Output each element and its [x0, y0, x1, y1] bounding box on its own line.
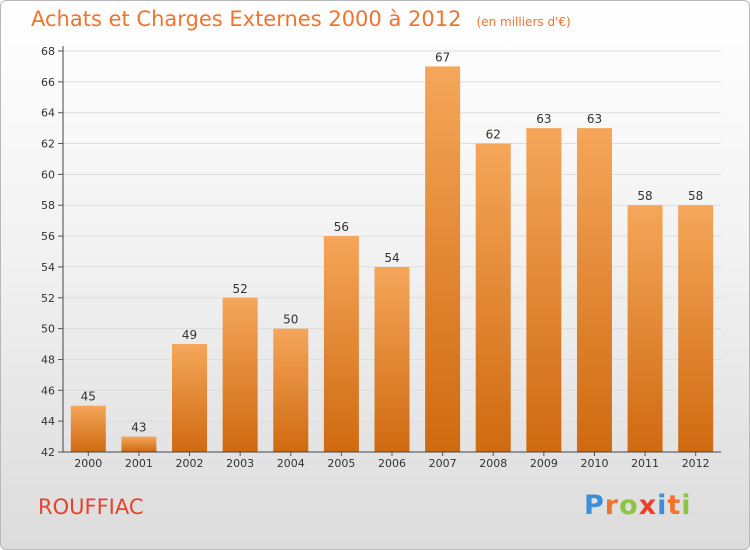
- logo-letter: t: [667, 490, 682, 521]
- bar: [172, 344, 208, 452]
- x-tick-label: 2003: [226, 457, 254, 470]
- bar: [70, 405, 106, 452]
- y-tick-label: 52: [41, 292, 55, 305]
- x-tick-label: 2005: [327, 457, 355, 470]
- x-tick-label: 2000: [74, 457, 102, 470]
- chart-title: Achats et Charges Externes 2000 à 2012: [31, 7, 462, 31]
- x-tick-label: 2002: [176, 457, 204, 470]
- proxiti-logo: Proxiti: [584, 490, 692, 521]
- y-tick-label: 56: [41, 230, 55, 243]
- data-label: 58: [688, 189, 703, 203]
- data-label: 63: [587, 112, 602, 126]
- data-label: 56: [334, 220, 349, 234]
- bar: [627, 205, 663, 452]
- logo-letter: r: [604, 490, 620, 521]
- data-label: 67: [435, 50, 450, 64]
- bar: [475, 143, 511, 453]
- bar: [678, 205, 714, 452]
- x-tick-label: 2010: [580, 457, 608, 470]
- bar: [121, 436, 157, 452]
- x-tick-label: 2007: [429, 457, 457, 470]
- y-tick-label: 42: [41, 446, 55, 459]
- data-label: 52: [233, 282, 248, 296]
- x-tick-label: 2004: [277, 457, 305, 470]
- bar: [323, 236, 359, 452]
- bar: [273, 328, 309, 452]
- bars: 45 43 49 52 50 56 54 67 62 63 63 58 58: [70, 50, 714, 453]
- data-label: 54: [384, 251, 399, 265]
- y-tick-label: 50: [41, 323, 55, 336]
- chart-header: Achats et Charges Externes 2000 à 2012 (…: [31, 7, 571, 31]
- x-tick-label: 2001: [125, 457, 153, 470]
- data-label: 58: [637, 189, 652, 203]
- data-label: 45: [81, 390, 96, 404]
- data-label: 43: [131, 421, 146, 435]
- data-label: 50: [283, 313, 298, 327]
- x-tick-label: 2011: [631, 457, 659, 470]
- y-tick-label: 62: [41, 138, 55, 151]
- y-tick-label: 64: [41, 107, 55, 120]
- x-tick-label: 2006: [378, 457, 406, 470]
- bar: [425, 66, 461, 452]
- logo-letter: P: [584, 490, 605, 521]
- y-tick-label: 68: [41, 45, 55, 58]
- data-label: 63: [536, 112, 551, 126]
- y-tick-label: 60: [41, 168, 55, 181]
- x-tick-label: 2008: [479, 457, 507, 470]
- axes: 42 44 46 48 50 52 54 56 58 60 62 64 66 68 2000 2001 2002…: [41, 45, 721, 470]
- data-label: 49: [182, 328, 197, 342]
- logo-letter: i: [681, 490, 692, 521]
- bar: [526, 128, 562, 452]
- y-tick-label: 44: [41, 415, 55, 428]
- logo-letter: o: [619, 490, 639, 521]
- logo-letter: x: [638, 490, 658, 521]
- bar: [374, 266, 410, 452]
- chart-unit: (en milliers d'€): [476, 15, 571, 29]
- y-tick-label: 54: [41, 261, 55, 274]
- bar: [576, 128, 612, 452]
- y-tick-label: 46: [41, 384, 55, 397]
- x-tick-label: 2012: [682, 457, 710, 470]
- bar: [222, 297, 258, 452]
- y-tick-label: 66: [41, 76, 55, 89]
- logo-letter: i: [657, 490, 668, 521]
- x-tick-label: 2009: [530, 457, 558, 470]
- y-tick-label: 58: [41, 199, 55, 212]
- place-name: ROUFFIAC: [38, 495, 144, 519]
- y-tick-label: 48: [41, 353, 55, 366]
- data-label: 62: [486, 128, 501, 142]
